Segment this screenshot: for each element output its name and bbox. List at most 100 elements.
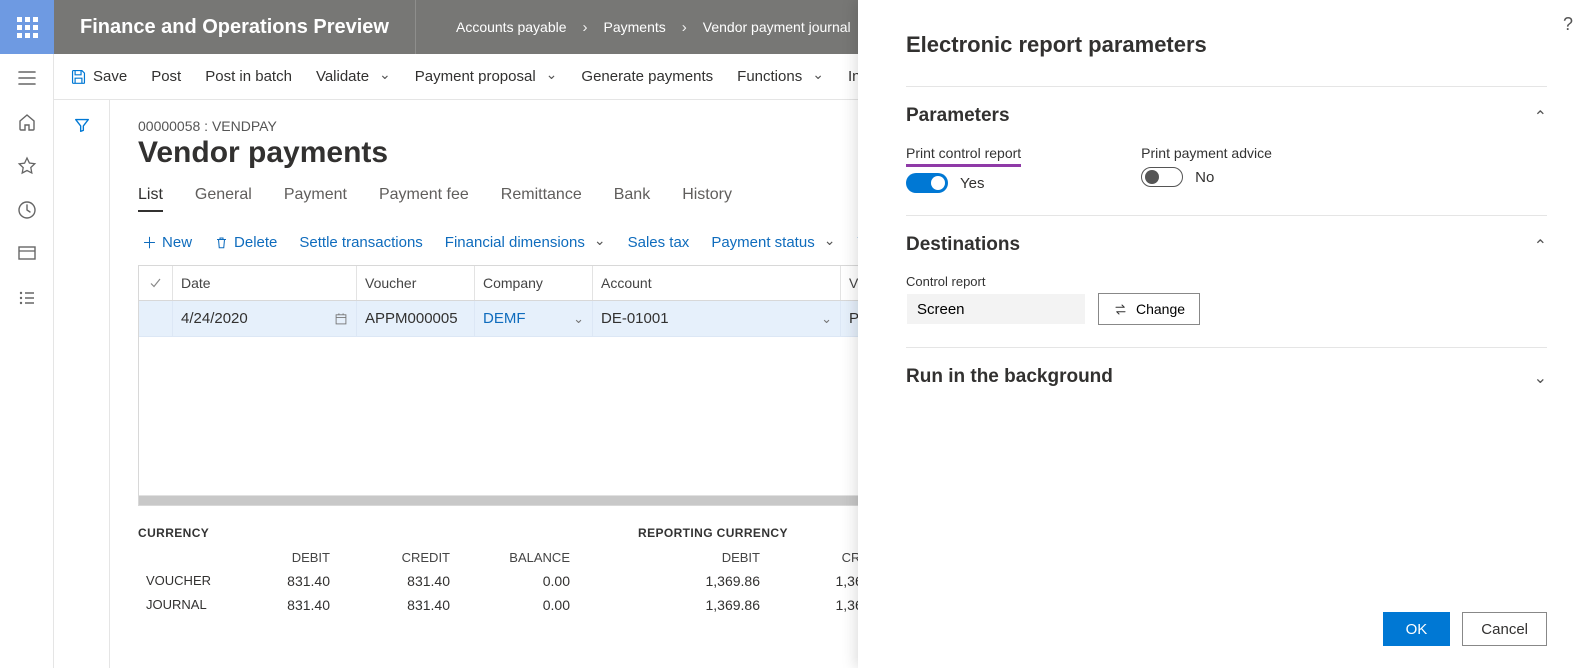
financial-dimensions-menu[interactable]: Financial dimensions [445,234,606,251]
save-label: Save [93,68,127,85]
trash-icon [214,235,229,250]
section-parameters: Parameters ⌃ Print control report Yes Pr… [906,86,1547,215]
chevron-up-icon[interactable]: ⌃ [1534,236,1547,256]
journal-debit: 831.40 [238,593,338,617]
panel-body: Electronic report parameters Parameters … [858,0,1595,598]
header-credit: CREDIT [338,546,458,569]
print-control-label: Print control report [906,145,1021,167]
journal-balance: 0.00 [458,593,578,617]
column-voucher[interactable]: Voucher [357,266,475,300]
breadcrumb-item[interactable]: Payments [604,19,666,35]
print-advice-label: Print payment advice [1141,145,1272,161]
section-background-header[interactable]: Run in the background [906,366,1547,388]
workspace-icon[interactable] [17,244,37,264]
app-launcher[interactable] [0,0,54,54]
home-icon[interactable] [17,112,37,132]
cell-account[interactable]: DE-01001 ⌄ [593,301,841,336]
generate-payments-button[interactable]: Generate payments [581,68,713,85]
post-in-batch-button[interactable]: Post in batch [205,68,292,85]
control-report-input[interactable] [906,293,1086,325]
change-label: Change [1136,301,1185,317]
hamburger-icon[interactable] [17,68,37,88]
filter-column [54,100,110,668]
cell-company[interactable]: DEMF ⌄ [475,301,593,336]
control-report-field: Control report [906,274,1086,325]
journal-debit-r: 1,369.86 [638,593,768,617]
header-debit: DEBIT [238,546,338,569]
cancel-button[interactable]: Cancel [1462,612,1547,646]
tab-general[interactable]: General [195,186,252,212]
section-parameters-header[interactable]: Parameters [906,105,1547,127]
chevron-right-icon: › [682,19,687,36]
voucher-debit: 831.40 [238,569,338,593]
print-advice-value: No [1195,169,1214,186]
param-print-advice: Print payment advice No [1141,145,1272,193]
side-panel: ? Electronic report parameters Parameter… [858,0,1595,668]
chevron-right-icon: › [583,19,588,36]
journal-credit: 831.40 [338,593,458,617]
save-icon [70,68,87,85]
breadcrumb-item[interactable]: Vendor payment journal [703,19,851,35]
breadcrumb: Accounts payable › Payments › Vendor pay… [416,19,851,36]
voucher-debit-r: 1,369.86 [638,569,768,593]
ok-button[interactable]: OK [1383,612,1451,646]
delete-button[interactable]: Delete [214,234,277,251]
control-report-label: Control report [906,274,1086,289]
help-icon[interactable]: ? [1563,14,1573,35]
panel-footer: OK Cancel [858,598,1595,668]
tab-history[interactable]: History [682,186,732,212]
column-company[interactable]: Company [475,266,593,300]
chevron-down-icon[interactable]: ⌄ [1534,368,1547,388]
breadcrumb-item[interactable]: Accounts payable [456,19,567,35]
select-all-checkbox[interactable] [139,266,173,300]
column-date[interactable]: Date [173,266,357,300]
voucher-credit: 831.40 [338,569,458,593]
change-button[interactable]: Change [1098,293,1200,325]
print-advice-toggle[interactable] [1141,167,1183,187]
payment-proposal-menu[interactable]: Payment proposal [415,68,558,85]
section-background: Run in the background ⌄ [906,347,1547,410]
cell-date[interactable]: 4/24/2020 [173,301,357,336]
chevron-up-icon[interactable]: ⌃ [1534,107,1547,127]
param-print-control: Print control report Yes [906,145,1021,193]
tab-list[interactable]: List [138,186,163,212]
voucher-balance: 0.00 [458,569,578,593]
app-title: Finance and Operations Preview [54,0,416,54]
list-icon[interactable] [17,288,37,308]
cell-voucher[interactable]: APPM000005 [357,301,475,336]
row-journal-label: JOURNAL [138,593,238,617]
print-control-toggle[interactable] [906,173,948,193]
save-button[interactable]: Save [70,68,127,85]
tab-bank[interactable]: Bank [614,186,650,212]
sales-tax-button[interactable]: Sales tax [628,234,690,251]
new-button[interactable]: ＋ New [142,232,192,253]
left-nav-rail [0,54,54,668]
tab-remittance[interactable]: Remittance [501,186,582,212]
waffle-icon [17,17,38,38]
column-account[interactable]: Account [593,266,841,300]
print-control-value: Yes [960,175,984,192]
chevron-down-icon[interactable]: ⌄ [821,311,832,327]
calendar-icon[interactable] [334,312,348,326]
currency-totals: CURRENCY DEBIT CREDIT BALANCE VOUCHER 83… [138,526,578,617]
validate-menu[interactable]: Validate [316,68,391,85]
row-checkbox[interactable] [139,301,173,336]
tab-payment-fee[interactable]: Payment fee [379,186,469,212]
panel-title: Electronic report parameters [906,32,1547,58]
section-destinations-header[interactable]: Destinations [906,234,1547,256]
tab-payment[interactable]: Payment [284,186,347,212]
post-button[interactable]: Post [151,68,181,85]
chevron-down-icon[interactable]: ⌄ [573,311,584,327]
clock-icon[interactable] [17,200,37,220]
star-icon[interactable] [17,156,37,176]
header-balance: BALANCE [458,546,578,569]
swap-icon [1113,302,1128,317]
header-debit-r: DEBIT [638,546,768,569]
settle-transactions-button[interactable]: Settle transactions [299,234,422,251]
payment-status-menu[interactable]: Payment status [711,234,835,251]
filter-icon[interactable] [73,116,91,668]
currency-caption: CURRENCY [138,526,578,540]
functions-menu[interactable]: Functions [737,68,824,85]
plus-icon: ＋ [142,232,157,253]
row-voucher-label: VOUCHER [138,569,238,593]
